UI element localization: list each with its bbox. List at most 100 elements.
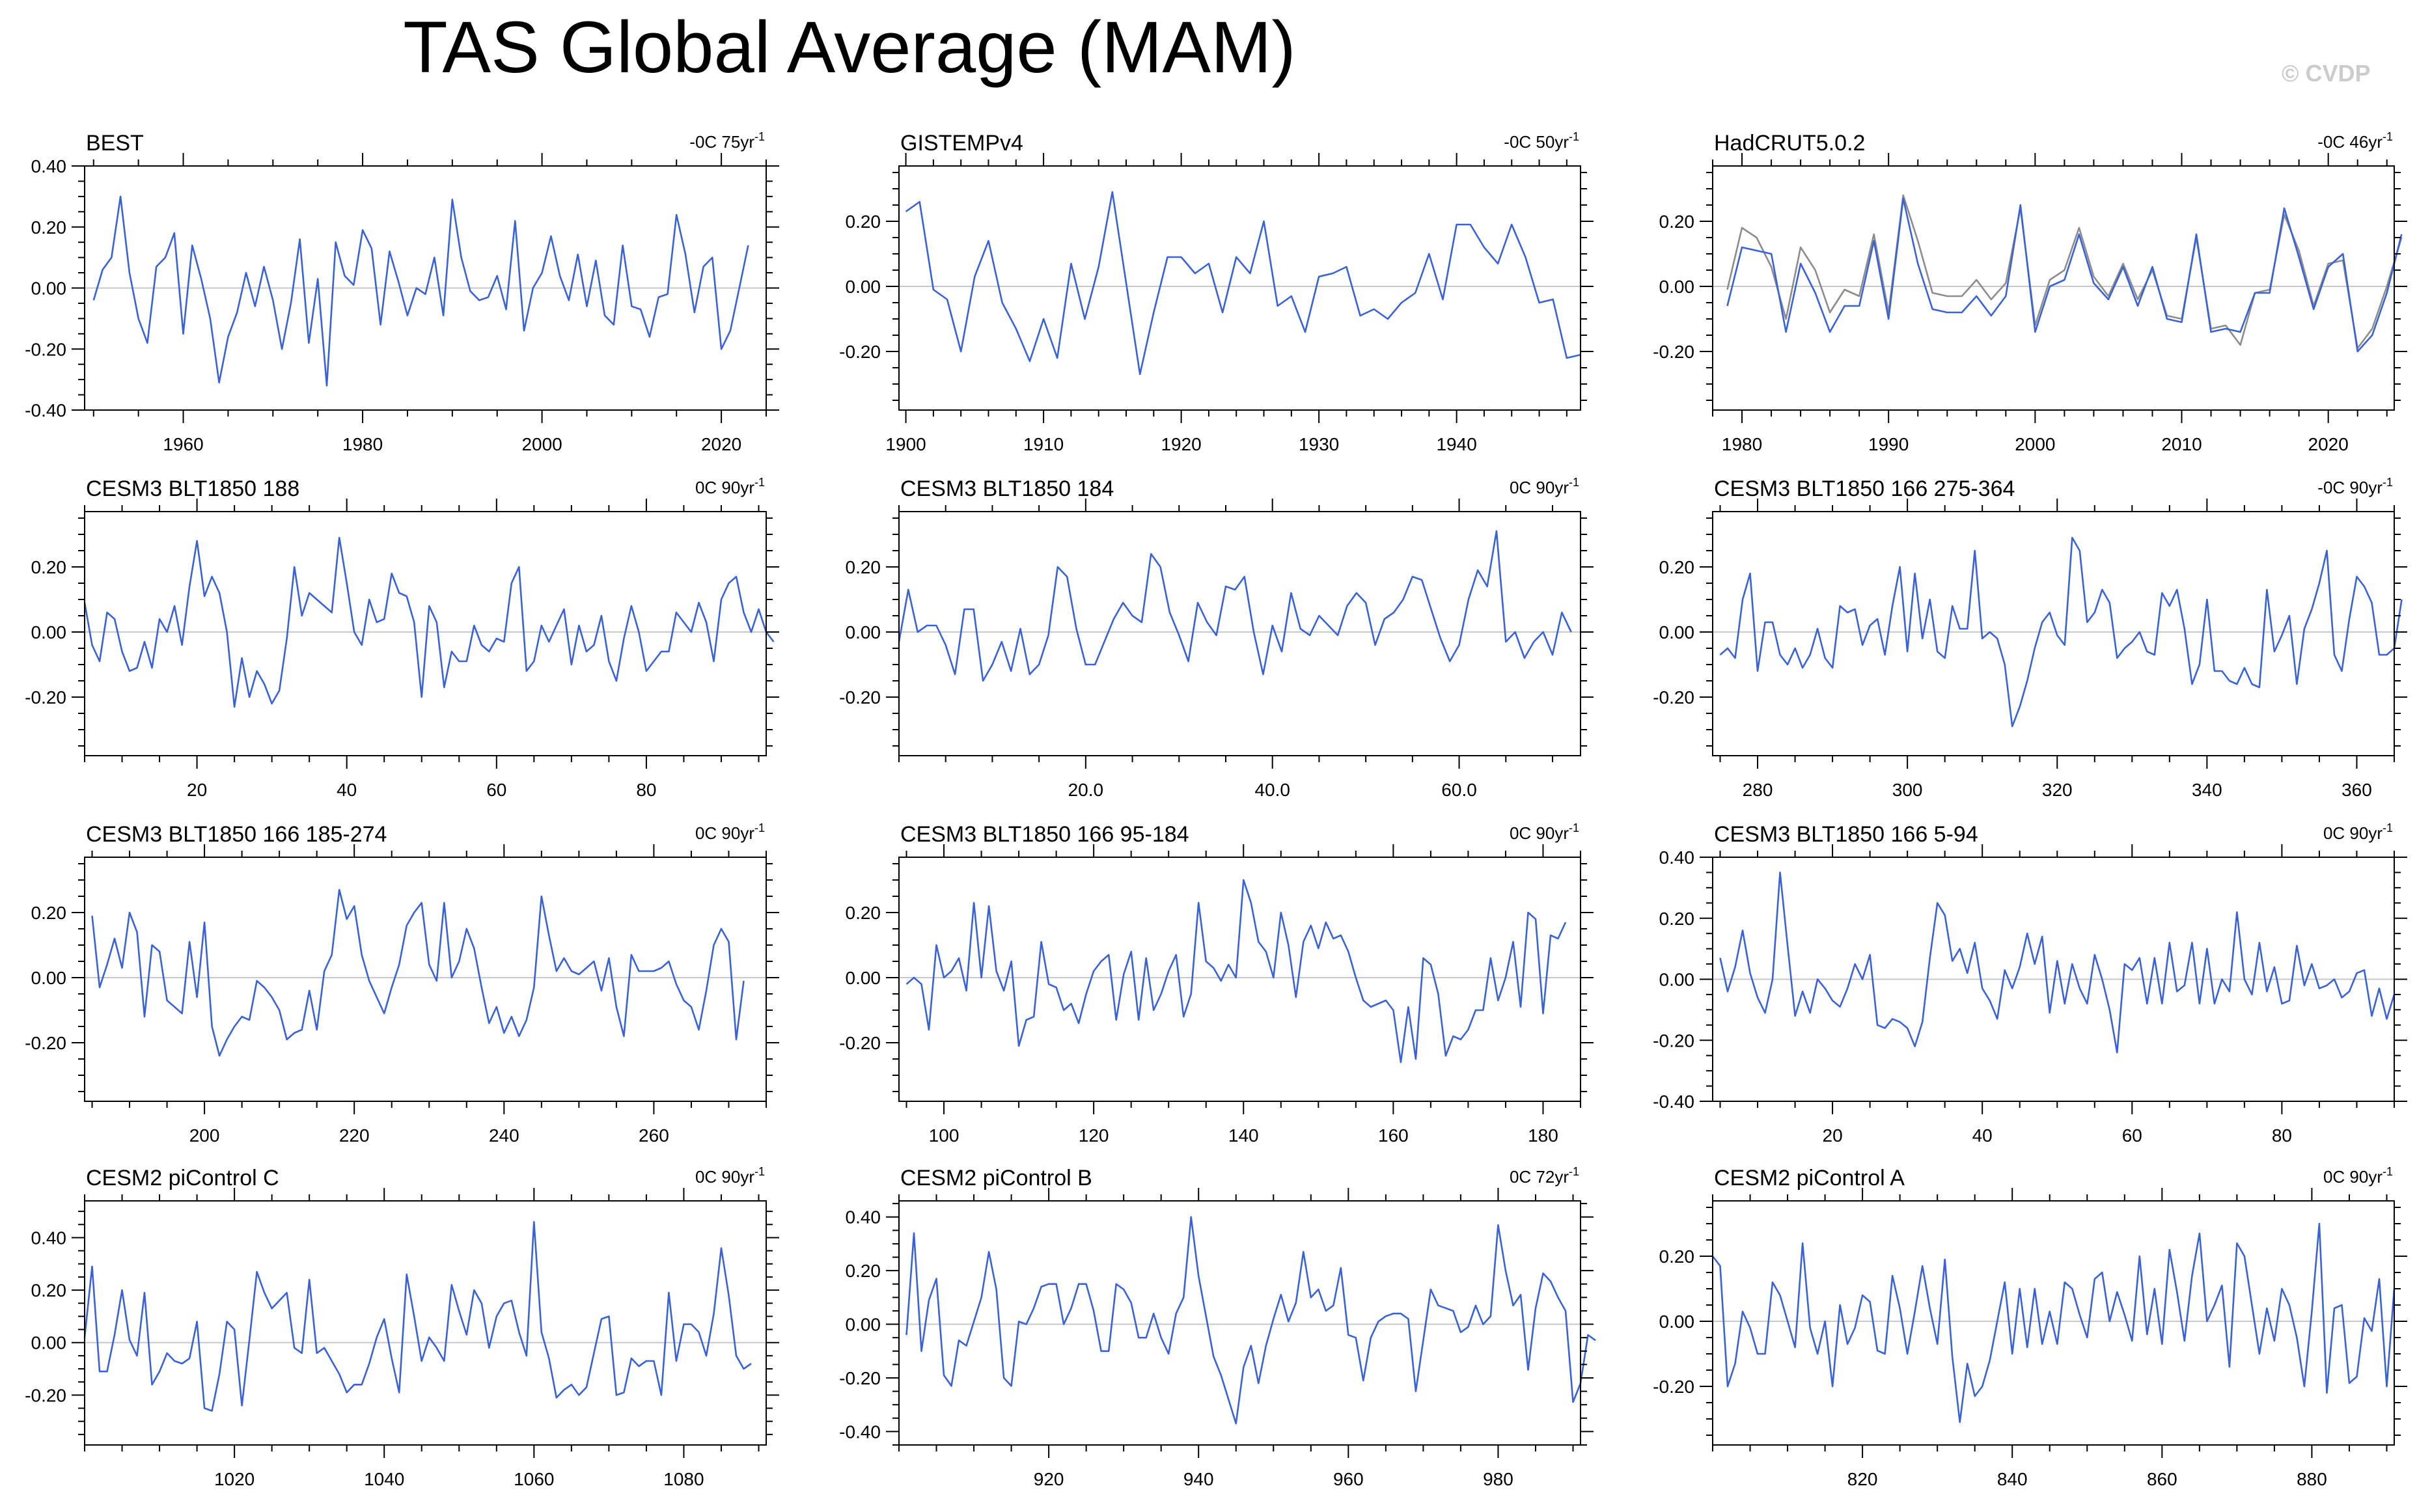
x-tick-label: 220 [339, 1125, 370, 1146]
y-tick-label: 0.40 [31, 156, 67, 176]
y-tick-label: -0.20 [25, 339, 66, 359]
x-tick-label: 280 [1743, 780, 1773, 800]
y-tick-label: 0.20 [31, 557, 67, 577]
x-tick-label: 120 [1079, 1125, 1109, 1146]
plot-frame [84, 1200, 767, 1446]
y-tick-label: 0.00 [31, 279, 67, 299]
panel-title: CESM3 BLT1850 184 [900, 476, 1114, 501]
trend-label: 0C 90yr-1 [695, 476, 765, 497]
series-line-0 [83, 536, 775, 708]
panel-9: 20 40 60 80 -0.40 -0.20 0.00 0.20 0.40 CESM3 BLT1… [1653, 821, 2407, 1146]
figure-title: TAS Global Average (MAM) [403, 7, 1296, 88]
y-tick-label: 0.20 [846, 903, 881, 923]
trend-label: 0C 90yr-1 [2323, 821, 2393, 843]
panel-title: BEST [86, 131, 144, 156]
y-tick-label: 0.00 [1659, 277, 1695, 297]
panel-title: CESM3 BLT1850 188 [86, 476, 299, 501]
x-tick-label: 80 [2272, 1125, 2292, 1146]
y-tick-label: -0.40 [25, 400, 66, 420]
plot-frame [84, 511, 767, 756]
series-line-0 [1719, 536, 2403, 728]
series-line-0 [905, 879, 1567, 1064]
trend-text: 0C 90yr [695, 1167, 754, 1187]
trend-text: 0C 72yr [1510, 1167, 1569, 1187]
y-tick-label: 0.00 [846, 968, 881, 988]
trend-label: -0C 75yr-1 [689, 130, 765, 152]
x-tick-label: 1980 [1722, 434, 1762, 454]
trend-exponent: -1 [754, 476, 765, 489]
watermark: © CVDP [2282, 60, 2371, 87]
series-line-1 [1726, 194, 2403, 350]
panel-title: HadCRUT5.0.2 [1714, 131, 1865, 156]
x-tick-label: 20 [1823, 1125, 1843, 1146]
trend-text: 0C 90yr [1510, 823, 1569, 843]
trend-label: -0C 50yr-1 [1504, 130, 1579, 152]
x-tick-label: 880 [2297, 1469, 2327, 1489]
x-tick-label: 980 [1483, 1469, 1513, 1489]
x-tick-label: 60 [486, 780, 506, 800]
x-tick-label: 40 [337, 780, 357, 800]
x-tick-label: 40.0 [1254, 780, 1290, 800]
y-tick-label: 0.20 [31, 1280, 67, 1300]
x-tick-label: 1930 [1299, 434, 1339, 454]
x-tick-label: 1080 [663, 1469, 704, 1489]
trend-text: 0C 90yr [2323, 1167, 2382, 1187]
x-tick-label: 320 [2042, 780, 2073, 800]
x-tick-label: 40 [1972, 1125, 1993, 1146]
x-tick-label: 1910 [1023, 434, 1064, 454]
y-tick-label: 0.00 [1659, 1312, 1695, 1332]
panel-10: 1020 1040 1060 1080 -0.20 0.00 0.20 0.40 CESM2 p… [25, 1165, 779, 1489]
plot-frame [1712, 511, 2395, 756]
series-line-0 [905, 1216, 1596, 1425]
y-tick-label: 0.20 [846, 1261, 881, 1281]
panel-title: CESM3 BLT1850 166 185-274 [86, 822, 387, 847]
x-tick-label: 60 [2122, 1125, 2142, 1146]
y-tick-label: 0.20 [1659, 1246, 1695, 1267]
x-tick-label: 1990 [1868, 434, 1909, 454]
plot-frame [1712, 165, 2395, 411]
y-tick-label: -0.20 [25, 1033, 66, 1053]
x-tick-label: 1900 [885, 434, 926, 454]
x-tick-label: 180 [1528, 1125, 1558, 1146]
trend-text: 0C 90yr [1510, 478, 1569, 497]
panel-6: 280 300 320 340 360 -0.20 0.00 0.20 CESM3 BLT185… [1653, 476, 2407, 800]
x-tick-label: 940 [1183, 1469, 1214, 1489]
trend-label: 0C 90yr-1 [1510, 476, 1579, 497]
y-tick-label: 0.20 [846, 557, 881, 577]
panel-title: CESM3 BLT1850 166 5-94 [1714, 822, 1978, 847]
y-tick-label: -0.20 [1653, 687, 1694, 708]
x-tick-label: 2000 [2015, 434, 2055, 454]
x-tick-label: 840 [1997, 1469, 2028, 1489]
x-tick-label: 360 [2341, 780, 2372, 800]
panel-3: 1980 1990 2000 2010 2020 -0.20 0.00 0.20 HadCRUT… [1653, 130, 2407, 454]
panel-2: 1900 1910 1920 1930 1940 -0.20 0.00 0.20 GISTEMP… [839, 130, 1594, 454]
y-tick-label: 0.20 [1659, 212, 1695, 232]
x-tick-label: 1920 [1161, 434, 1201, 454]
y-tick-label: 0.00 [31, 622, 67, 642]
y-tick-label: -0.20 [839, 687, 881, 708]
trend-text: -0C 90yr [2317, 478, 2382, 497]
y-tick-label: -0.40 [1653, 1092, 1694, 1112]
trend-exponent: -1 [754, 1165, 765, 1178]
x-tick-label: 1060 [514, 1469, 554, 1489]
x-tick-label: 920 [1034, 1469, 1064, 1489]
trend-exponent: -1 [754, 130, 765, 143]
trend-label: -0C 90yr-1 [2317, 476, 2393, 497]
y-tick-label: -0.20 [839, 1033, 881, 1053]
trend-label: 0C 90yr-1 [695, 821, 765, 843]
trend-label: 0C 90yr-1 [1510, 821, 1579, 843]
x-tick-label: 200 [189, 1125, 220, 1146]
panel-12: 820 840 860 880 -0.20 0.00 0.20 CESM2 piControl… [1653, 1165, 2407, 1489]
y-tick-label: 0.40 [31, 1228, 67, 1248]
x-tick-label: 80 [636, 780, 656, 800]
panel-title: CESM2 piControl A [1714, 1166, 1905, 1190]
y-tick-label: 0.40 [846, 1207, 881, 1228]
y-tick-label: 0.00 [1659, 622, 1695, 642]
x-tick-label: 240 [489, 1125, 519, 1146]
x-tick-label: 300 [1892, 780, 1923, 800]
panel-5: 20.0 40.0 60.0 -0.20 0.00 0.20 CESM3 BLT1850 1… [839, 476, 1594, 800]
series-line-0 [1719, 872, 2396, 1054]
panel-title: CESM2 piControl C [86, 1166, 279, 1190]
trend-exponent: -1 [2382, 1165, 2393, 1178]
panel-title: GISTEMPv4 [900, 131, 1023, 156]
